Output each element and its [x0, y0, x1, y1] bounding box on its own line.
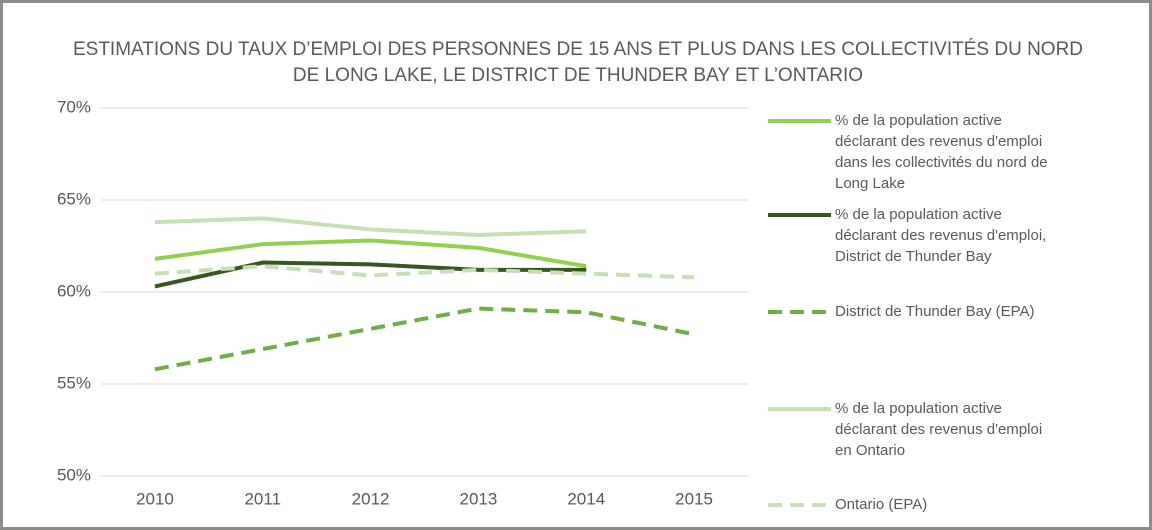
y-tick-label: 65%: [57, 189, 91, 208]
x-tick-label: 2014: [567, 489, 605, 508]
legend-label: % de la population active déclarant des …: [835, 112, 1048, 192]
legend-label: Ontario (EPA): [835, 496, 928, 513]
legend-label: % de la population active déclarant des …: [835, 206, 1047, 265]
y-tick-label: 50%: [57, 465, 91, 484]
chart-title: ESTIMATIONS DU TAUX D’EMPLOI DES PERSONN…: [72, 39, 1084, 86]
series-line: [154, 216, 587, 237]
plot: 50% 55% 60% 65% 70% 2010 2011 2012 2013 2014 2015: [57, 97, 831, 508]
x-tick-label: 2012: [352, 489, 390, 508]
x-tick-label: 2015: [675, 489, 713, 508]
y-tick-label: 70%: [57, 97, 91, 116]
series-line: [154, 238, 587, 269]
x-tick-label: 2013: [460, 489, 498, 508]
series-line: [154, 306, 695, 372]
y-tick-label: 55%: [57, 373, 91, 392]
x-tick-label: 2011: [244, 489, 281, 508]
series-line: [154, 260, 587, 289]
series-line: [154, 264, 695, 280]
legend-label: % de la population active déclarant des …: [835, 400, 1043, 459]
y-tick-label: 60%: [57, 281, 91, 300]
x-tick-label: 2010: [136, 489, 174, 508]
legend-label: District de Thunder Bay (EPA): [835, 303, 1035, 320]
